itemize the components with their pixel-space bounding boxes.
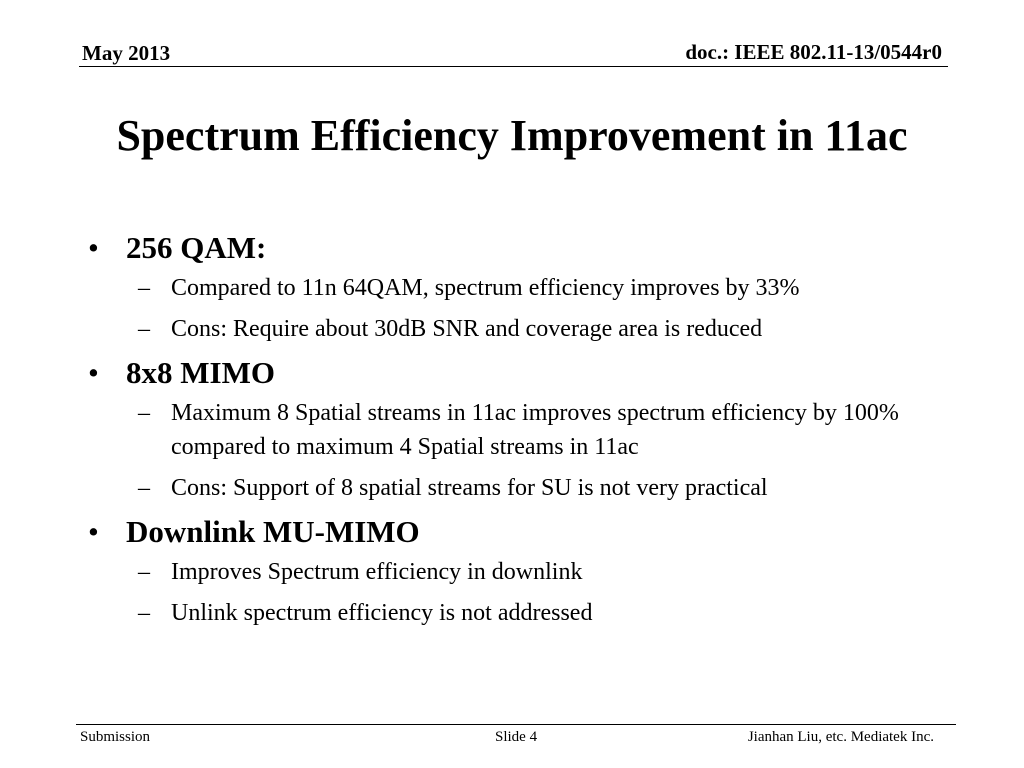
sub-bullet-item: – Cons: Require about 30dB SNR and cover… [84, 312, 954, 346]
sub-bullet-item: – Cons: Support of 8 spatial streams for… [84, 471, 954, 505]
sub-bullet-item: – Compared to 11n 64QAM, spectrum effici… [84, 271, 954, 305]
sub-bullet-marker: – [138, 400, 150, 426]
bullet-marker: • [88, 355, 99, 390]
sub-bullet-marker: – [138, 475, 150, 501]
bullet-item: • 8x8 MIMO [84, 353, 954, 393]
header-date: May 2013 [82, 41, 171, 65]
header-doc-id: doc.: IEEE 802.11-13/0544r0 [685, 40, 942, 64]
sub-bullet-item: – Unlink spectrum efficiency is not addr… [84, 596, 954, 630]
sub-bullet-marker: – [138, 559, 150, 585]
slide-title: Spectrum Efficiency Improvement in 11ac [116, 111, 908, 160]
bullet-item: • Downlink MU-MIMO [84, 512, 954, 552]
header-divider [79, 66, 948, 67]
sub-bullet-marker: – [138, 316, 150, 342]
footer-divider [76, 724, 956, 725]
footer-submission: Submission [80, 729, 151, 745]
bullet-marker: • [88, 514, 99, 549]
sub-bullet-marker: – [138, 275, 150, 301]
sub-bullet-marker: – [138, 600, 150, 626]
bullet-text: 8x8 MIMO [126, 355, 275, 390]
sub-bullet-text: Cons: Require about 30dB SNR and coverag… [171, 316, 763, 342]
slide-body: • 256 QAM: – Compared to 11n 64QAM, spec… [84, 228, 954, 637]
sub-bullet-item: – Maximum 8 Spatial streams in 11ac impr… [84, 396, 954, 464]
footer-author: Jianhan Liu, etc. Mediatek Inc. [747, 729, 934, 745]
slide-number: Slide 4 [495, 729, 538, 745]
sub-bullet-text: Improves Spectrum efficiency in downlink [171, 559, 583, 585]
bullet-item: • 256 QAM: [84, 228, 954, 268]
bullet-text: 256 QAM: [126, 230, 267, 265]
sub-bullet-text: Cons: Support of 8 spatial streams for S… [171, 475, 768, 501]
sub-bullet-text: Unlink spectrum efficiency is not addres… [171, 600, 593, 626]
bullet-marker: • [88, 230, 99, 265]
bullet-text: Downlink MU-MIMO [126, 514, 420, 549]
sub-bullet-text: Maximum 8 Spatial streams in 11ac improv… [171, 400, 899, 460]
sub-bullet-item: – Improves Spectrum efficiency in downli… [84, 555, 954, 589]
sub-bullet-text: Compared to 11n 64QAM, spectrum efficien… [171, 275, 800, 301]
